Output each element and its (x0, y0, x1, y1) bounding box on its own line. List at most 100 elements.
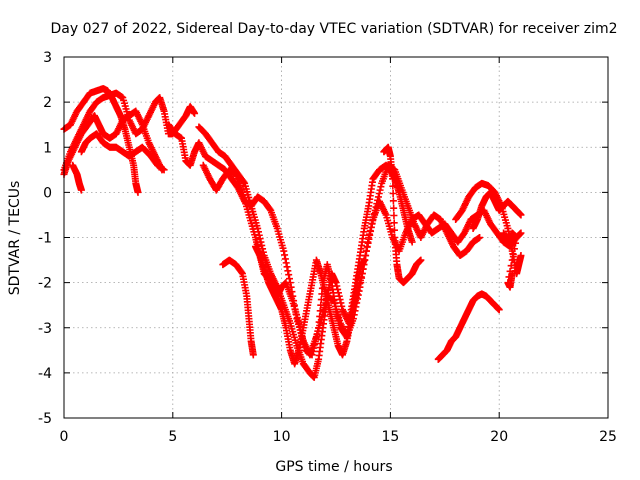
y-tick-label: 2 (43, 95, 52, 111)
data-point (282, 259, 290, 267)
grid-lines (63, 56, 609, 419)
data-point (390, 219, 398, 227)
data-point (370, 210, 378, 218)
series-track-6 (164, 121, 525, 359)
data-point (417, 256, 425, 264)
x-tick-label: 15 (381, 429, 399, 445)
data-point (389, 197, 397, 205)
data-point (517, 229, 525, 237)
data-point (513, 234, 521, 241)
data-point (373, 200, 381, 208)
data-point (256, 235, 264, 243)
y-tick-label: -3 (38, 321, 52, 337)
data-point (365, 230, 373, 238)
data-point (258, 241, 266, 249)
series-track-10 (251, 243, 368, 368)
data-point (360, 256, 368, 264)
y-tick-label: -1 (38, 231, 52, 247)
data-point (367, 223, 375, 231)
x-tick-label: 20 (490, 429, 508, 445)
data-point (285, 275, 293, 283)
x-tick-labels: 0 5 10 15 20 25 (60, 429, 617, 445)
data-point (284, 267, 292, 275)
data-point (389, 182, 397, 190)
data-points (60, 85, 525, 381)
y-axis-label: SDTVAR / TECUs (7, 181, 23, 296)
data-point (280, 247, 288, 255)
data-point (371, 206, 379, 214)
y-tick-label: -5 (38, 411, 52, 427)
data-point (295, 319, 303, 327)
data-point (362, 247, 370, 255)
y-tick-label: 0 (43, 185, 52, 201)
data-point (338, 302, 346, 310)
data-point (281, 255, 289, 263)
data-point (191, 109, 199, 117)
data-point (77, 186, 85, 194)
series-track-5 (77, 130, 168, 174)
x-tick-label: 5 (168, 429, 177, 445)
data-point (366, 227, 374, 235)
series-track-3 (60, 107, 166, 178)
data-point (375, 190, 383, 198)
data-point (283, 263, 291, 271)
data-point (313, 331, 321, 339)
y-tick-label: -4 (38, 366, 52, 382)
data-point (365, 234, 373, 241)
data-point (389, 190, 397, 198)
data-point (311, 337, 319, 345)
y-tick-labels: -5 -4 -3 -2 -1 0 1 2 3 (38, 50, 52, 427)
data-point (390, 204, 398, 212)
data-point (310, 344, 318, 352)
data-point (512, 239, 520, 247)
data-point (376, 186, 384, 194)
data-point (370, 213, 378, 221)
data-point (281, 251, 289, 259)
data-point (285, 271, 293, 279)
data-point (390, 212, 398, 220)
data-point (508, 256, 516, 264)
data-point (134, 188, 142, 196)
series-track-9 (219, 256, 257, 359)
data-point (372, 203, 380, 211)
x-tick-label: 10 (273, 429, 291, 445)
data-point (389, 175, 397, 183)
data-point (308, 351, 316, 359)
data-point (369, 217, 377, 225)
data-point (309, 347, 317, 355)
series-track-11 (380, 143, 425, 287)
data-point (312, 334, 320, 342)
data-point (311, 341, 319, 349)
y-tick-label: 3 (43, 50, 52, 66)
chart-title: Day 027 of 2022, Sidereal Day-to-day VTE… (51, 21, 618, 37)
x-tick-label: 25 (599, 429, 617, 445)
data-point (363, 243, 371, 251)
series-track-7 (195, 123, 484, 381)
data-point (337, 299, 345, 307)
data-point (377, 183, 385, 191)
y-tick-label: 1 (43, 140, 52, 156)
y-tick-label: -2 (38, 276, 52, 292)
data-point (495, 306, 503, 314)
data-point (249, 351, 257, 359)
data-point (517, 211, 525, 219)
data-point (314, 327, 322, 335)
data-point (390, 226, 398, 234)
data-point (238, 268, 246, 276)
data-point (508, 270, 516, 278)
series-track-12 (434, 290, 503, 363)
data-point (374, 196, 382, 204)
data-point (408, 238, 416, 246)
data-point (517, 252, 525, 260)
data-point (368, 220, 376, 228)
data-point (476, 234, 484, 241)
data-point (240, 178, 248, 186)
series-track-4 (69, 161, 85, 194)
data-point (510, 245, 518, 253)
data-point (296, 323, 304, 331)
axis-ticks (63, 56, 609, 419)
data-point (374, 193, 382, 201)
data-point (507, 262, 515, 270)
data-point (160, 166, 168, 174)
